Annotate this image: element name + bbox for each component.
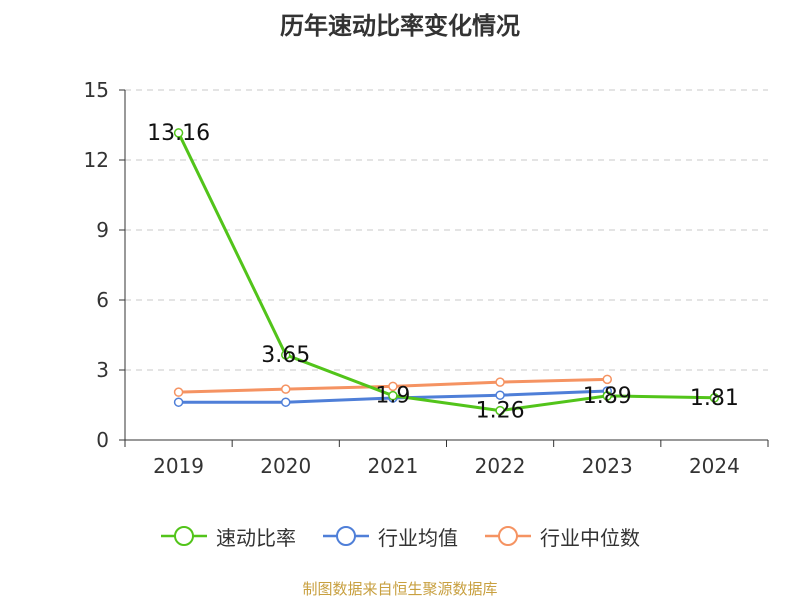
grid-lines: [125, 89, 768, 371]
data-label: 1.26: [476, 399, 525, 424]
x-tick-label: 2024: [689, 454, 740, 478]
series-line-0: [177, 132, 715, 413]
data-label: 1.9: [375, 384, 410, 409]
data-label: 3.65: [261, 343, 310, 368]
data-point: [173, 387, 184, 397]
data-point: [602, 374, 612, 385]
x-tick-label: 2023: [582, 454, 633, 478]
source-note: 制图数据来自恒生聚源数据库: [302, 580, 498, 598]
y-tick-label: 15: [84, 78, 109, 102]
data-point: [602, 391, 612, 401]
data-point: [388, 390, 398, 401]
x-tick-label: 2022: [475, 454, 526, 478]
data-label: 1.89: [583, 384, 632, 409]
data-point: [709, 393, 720, 403]
legend-circle-icon: [323, 526, 369, 546]
data-point: [173, 128, 184, 138]
data-point: [281, 384, 291, 394]
chart-title: 历年速动比率变化情况: [280, 12, 520, 40]
y-tick-label: 3: [96, 358, 109, 382]
legend-item[interactable]: 速动比率: [160, 522, 296, 551]
legend: 速动比率 行业均值 行业中位数: [0, 518, 800, 554]
legend-label: 行业均值: [378, 525, 458, 550]
legend-label: 行业中位数: [540, 525, 640, 550]
data-labels: 13.16 3.65 1.9 1.26 1.89 1.81: [147, 121, 739, 424]
y-tick-label: 9: [96, 218, 109, 242]
x-tick-label: 2021: [367, 454, 418, 478]
series-lines: [173, 128, 720, 416]
data-label: 13.16: [147, 121, 210, 146]
y-tick-label: 0: [96, 428, 109, 452]
legend-circle-icon: [485, 526, 531, 546]
data-point: [173, 397, 184, 407]
data-point: [495, 405, 505, 416]
axes: 0 3 6 9 12 15 2019 2020 2021 2022 2023 2024: [84, 78, 769, 478]
data-point: [495, 377, 505, 387]
y-tick-label: 12: [84, 148, 109, 172]
data-label: 1.81: [690, 386, 739, 411]
legend-item[interactable]: 行业中位数: [484, 522, 640, 551]
legend-circle-icon: [161, 526, 207, 546]
y-tick-label: 6: [96, 288, 109, 312]
data-point: [495, 390, 505, 400]
x-tick-label: 2020: [260, 454, 311, 478]
legend-label: 速动比率: [216, 525, 296, 550]
x-tick-label: 2019: [153, 454, 204, 478]
legend-item[interactable]: 行业均值: [322, 522, 458, 551]
data-point: [281, 350, 291, 360]
data-point: [281, 397, 291, 407]
data-point: [388, 381, 398, 392]
